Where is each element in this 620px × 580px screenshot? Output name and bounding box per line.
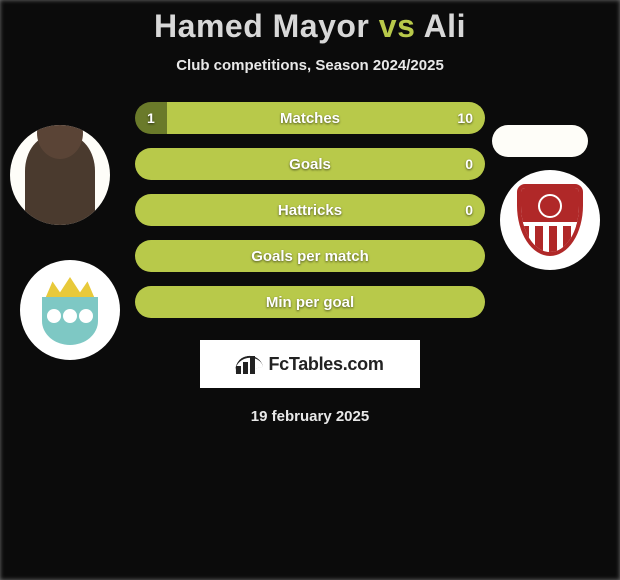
- stat-label: Hattricks: [278, 202, 342, 219]
- stat-row: 0 Hattricks: [135, 194, 485, 226]
- player2-name: Ali: [424, 8, 466, 44]
- stat-value-left: 1: [147, 110, 155, 126]
- club2-badge: [500, 170, 600, 270]
- stat-label: Goals per match: [251, 248, 369, 265]
- page-title: Hamed Mayor vs Ali: [154, 8, 466, 45]
- stat-value-right: 10: [457, 110, 473, 126]
- site-badge: FcTables.com: [200, 340, 420, 388]
- stat-label: Matches: [280, 110, 340, 127]
- stat-row: 1 10 Matches: [135, 102, 485, 134]
- vs-label: vs: [379, 8, 416, 44]
- stat-value-right: 0: [465, 156, 473, 172]
- stat-row: Goals per match: [135, 240, 485, 272]
- player1-name: Hamed Mayor: [154, 8, 369, 44]
- stat-row: Min per goal: [135, 286, 485, 318]
- comparison-card: Hamed Mayor vs Ali Club competitions, Se…: [0, 0, 620, 580]
- stat-label: Goals: [289, 156, 331, 173]
- player2-avatar: [492, 125, 588, 157]
- date-label: 19 february 2025: [251, 408, 369, 425]
- stat-value-right: 0: [465, 202, 473, 218]
- chart-icon: [236, 354, 262, 374]
- stat-label: Min per goal: [266, 294, 354, 311]
- player1-avatar: [10, 125, 110, 225]
- club1-badge: [20, 260, 120, 360]
- subtitle: Club competitions, Season 2024/2025: [176, 57, 444, 74]
- stat-row: 0 Goals: [135, 148, 485, 180]
- site-name: FcTables.com: [268, 354, 383, 375]
